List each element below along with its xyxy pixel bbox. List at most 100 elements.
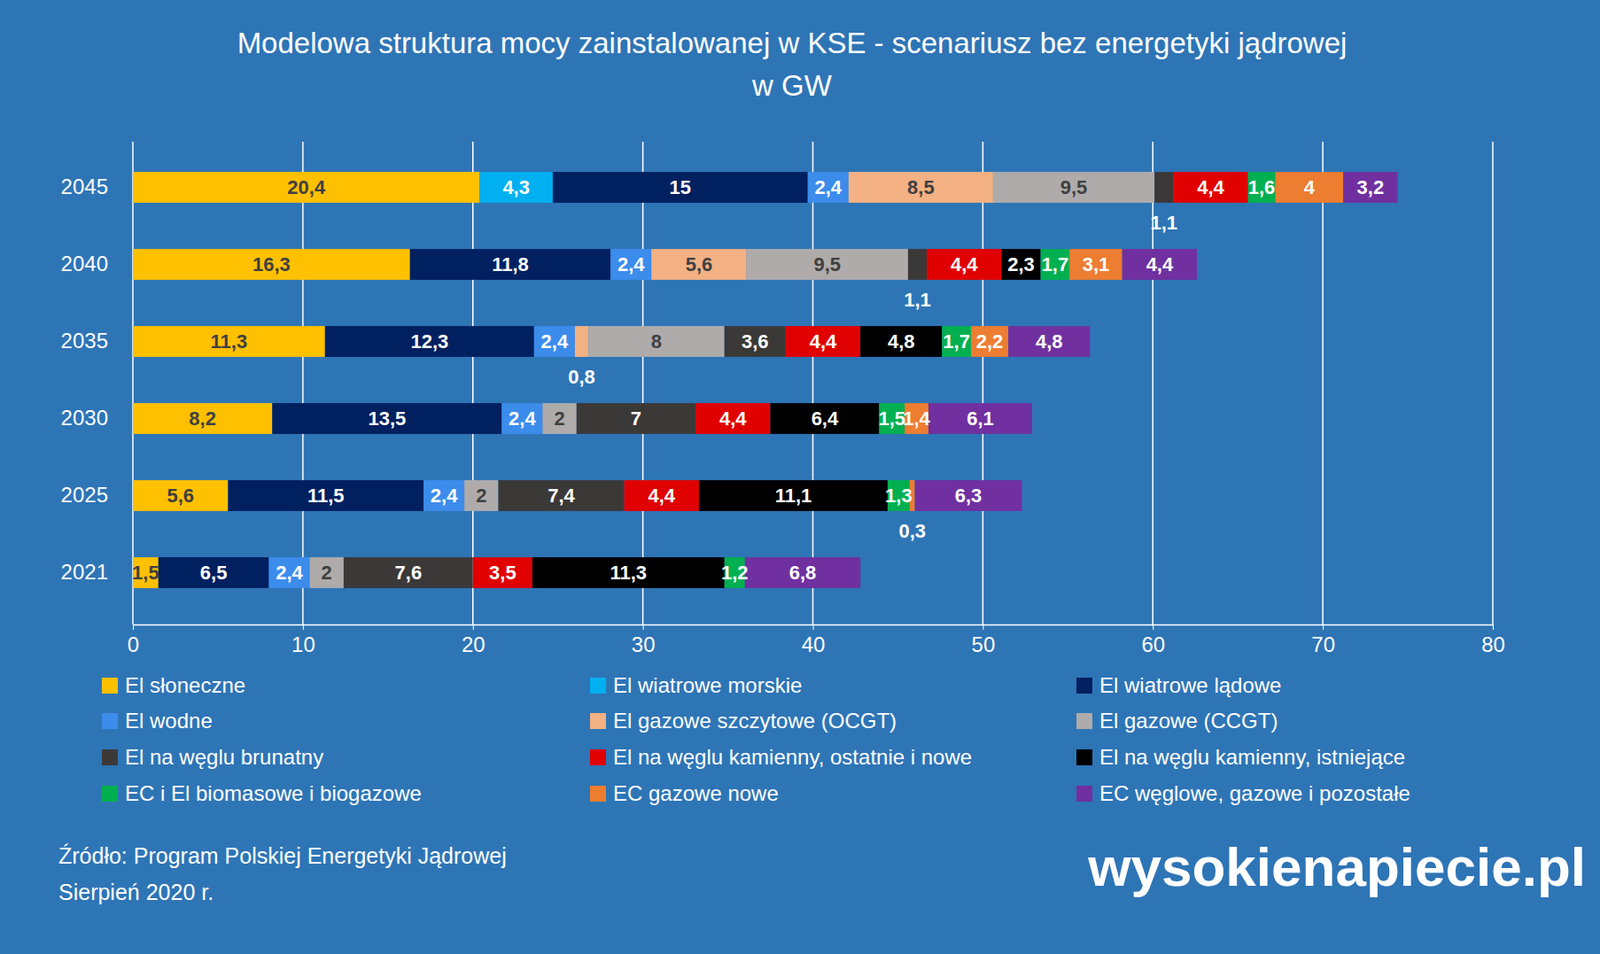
legend-label: EC i El biomasowe i biogazowe xyxy=(124,781,422,806)
bar-segment xyxy=(310,557,344,589)
background xyxy=(0,0,1600,954)
data-label: 7,6 xyxy=(395,561,423,584)
title: Modelowa struktura mocy zainstalowanej w… xyxy=(237,26,1348,60)
data-label: 7 xyxy=(630,407,642,430)
data-label: 13,5 xyxy=(367,407,406,430)
bar-segment xyxy=(993,171,1155,203)
bar-segment xyxy=(501,403,543,435)
tick-label: 80 xyxy=(1481,632,1506,657)
data-label: 1,6 xyxy=(1248,176,1276,199)
bar-segment xyxy=(343,557,474,589)
bar-segment xyxy=(532,557,725,589)
data-label: 9,5 xyxy=(814,253,842,276)
data-label: 6,4 xyxy=(811,407,839,430)
bar-segment xyxy=(227,480,424,512)
data-label: 4,8 xyxy=(887,330,916,353)
tick-mark xyxy=(132,624,134,630)
source-date: Sierpień 2020 r. xyxy=(58,879,214,905)
bar-segment xyxy=(1172,171,1248,203)
legend-item: EC węglowe, gazowe i pozostałe xyxy=(1076,781,1411,806)
legend-label: EC węglowe, gazowe i pozostałe xyxy=(1099,781,1411,806)
bar-segment xyxy=(908,248,927,280)
bar-segment xyxy=(132,248,411,280)
bar-segment xyxy=(132,171,480,203)
data-label: 11,5 xyxy=(307,484,345,507)
bar-segment xyxy=(695,403,770,435)
legend-swatch xyxy=(590,677,606,694)
bar-segment xyxy=(848,171,994,203)
bar-segment xyxy=(807,171,849,203)
data-label: 1,4 xyxy=(902,407,931,430)
data-label: 1,5 xyxy=(132,561,160,584)
data-label: 20,4 xyxy=(287,176,327,199)
tick-mark xyxy=(813,624,815,630)
tick: 2045 xyxy=(61,174,109,199)
data-label: 11,3 xyxy=(210,330,249,353)
bar-segment xyxy=(542,403,576,435)
bar-segment xyxy=(1069,248,1122,280)
bar-segment xyxy=(941,326,971,358)
data-label: 11,3 xyxy=(610,561,648,584)
y-axis: 204520402035203020252021 xyxy=(61,174,109,584)
grid-line xyxy=(982,141,985,625)
grid-line xyxy=(1491,141,1494,625)
tick: 2021 xyxy=(61,559,109,584)
data-label: 0,3 xyxy=(898,520,926,543)
data-label: 1,2 xyxy=(721,561,749,584)
data-label: 1,7 xyxy=(1041,253,1070,276)
bar-segment xyxy=(878,403,905,435)
legend-label: El na węglu brunatny xyxy=(124,745,324,769)
data-label: 6,5 xyxy=(200,561,228,584)
bar-segment xyxy=(1040,248,1071,280)
legend-swatch xyxy=(590,713,606,730)
legend-swatch xyxy=(1076,785,1093,802)
data-label: 12,3 xyxy=(410,330,449,353)
category-label: 2025 xyxy=(61,482,109,507)
tick-mark xyxy=(1492,624,1494,630)
data-label: 2,4 xyxy=(430,484,459,507)
data-label: 5,6 xyxy=(166,484,195,507)
bar-segment xyxy=(552,171,808,203)
data-label: 5,6 xyxy=(685,253,714,276)
bar-segment xyxy=(1001,248,1041,280)
data-label: 4,4 xyxy=(809,330,838,353)
legend-item: El wiatrowe morskie xyxy=(590,673,802,698)
data-label: 2,4 xyxy=(814,176,842,199)
tick-label: 70 xyxy=(1311,632,1336,657)
data-label: 4,4 xyxy=(1146,253,1174,276)
bar-segment xyxy=(745,557,861,589)
category-label: 2030 xyxy=(61,405,109,430)
tick-mark xyxy=(1152,624,1154,630)
legend-label: El wiatrowe lądowe xyxy=(1099,673,1282,698)
grid-line xyxy=(642,141,645,625)
bar-segment xyxy=(534,326,575,358)
bar-segment xyxy=(1008,326,1090,358)
data-label: 2,2 xyxy=(976,330,1004,353)
data-label: 2 xyxy=(475,484,487,507)
legend-swatch xyxy=(1076,749,1093,766)
legend: El słoneczne El wiatrowe morskie El wiatro… xyxy=(101,673,1411,806)
bar-segment xyxy=(1154,171,1173,203)
legend-swatch xyxy=(101,713,118,730)
bar-segment xyxy=(410,248,611,280)
tick: 50 xyxy=(971,624,996,657)
bar-segment xyxy=(1122,248,1197,280)
tick-mark xyxy=(302,624,304,630)
legend-label: El słoneczne xyxy=(124,673,246,698)
data-label: 0,8 xyxy=(567,365,596,389)
tick: 80 xyxy=(1481,624,1506,657)
tick-mark xyxy=(643,624,645,630)
legend-swatch xyxy=(101,677,118,694)
data-label: 1,3 xyxy=(885,484,913,507)
legend-item: El słoneczne xyxy=(101,673,246,698)
bar-segment xyxy=(132,480,228,512)
tick: 30 xyxy=(631,624,656,657)
bar-segment xyxy=(473,557,533,589)
tick-mark xyxy=(982,624,984,630)
tick-label: 30 xyxy=(631,632,656,657)
data-label: 1,1 xyxy=(903,288,932,311)
data-label: 3,2 xyxy=(1357,176,1385,199)
legend-item: El na węglu kamienny, istniejące xyxy=(1076,745,1406,769)
legend-item: El na węglu brunatny xyxy=(101,745,324,769)
tick: 2025 xyxy=(61,482,109,507)
